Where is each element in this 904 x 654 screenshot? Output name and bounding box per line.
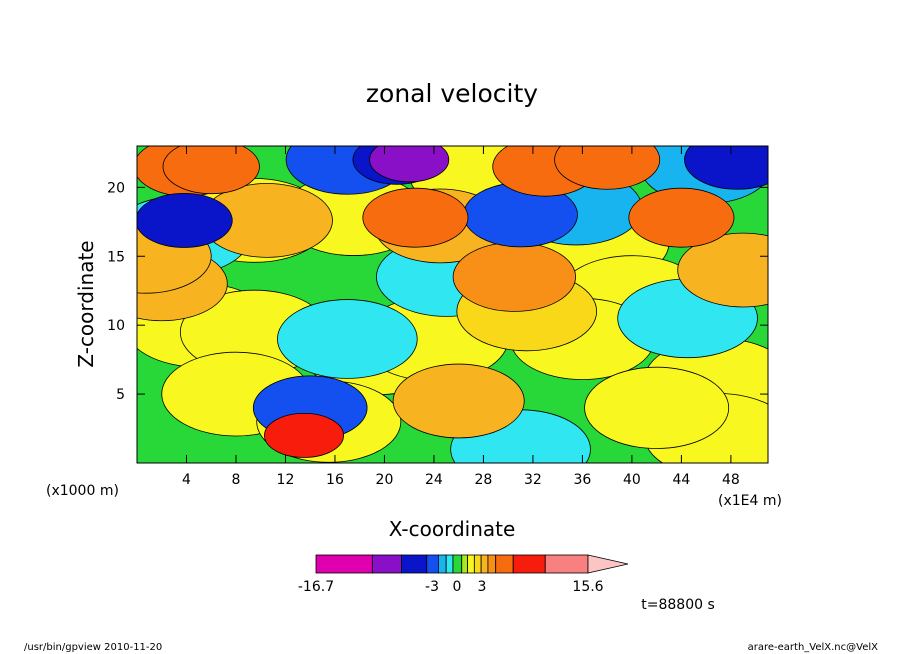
colorbar-bin	[461, 554, 468, 574]
x-tick-label: 16	[326, 472, 344, 488]
x-axis: 4 8 12 16 20 24 28 32 36 40 44 48	[182, 146, 740, 488]
contour-region	[362, 187, 469, 248]
footer-left: /usr/bin/gpview 2010-11-20	[24, 642, 162, 653]
colorbar-bin	[452, 554, 463, 574]
colorbar-mid-label-neg: -3	[425, 579, 439, 595]
y-axis: 5 10 15 20	[107, 180, 768, 403]
time-label: t=88800 s	[641, 597, 715, 613]
x-tick-label: 40	[623, 472, 641, 488]
colorbar-bin	[445, 554, 454, 574]
colorbar-bin	[401, 554, 428, 574]
colorbar-bin	[371, 554, 402, 574]
contour-region	[369, 146, 450, 183]
colorbar-mid-label-zero: 0	[453, 579, 462, 595]
colorbar-extend-arrow	[587, 554, 629, 574]
x-unit-note: (x1E4 m)	[718, 493, 782, 509]
y-tick-label: 20	[107, 180, 125, 196]
colorbar-bin	[480, 554, 489, 574]
contour-region	[684, 146, 768, 190]
chart-title: zonal velocity	[366, 79, 538, 108]
contour-region	[452, 242, 577, 312]
footer-right: arare-earth_VelX.nc@VelX	[748, 642, 879, 653]
colorbar-mid-label-pos: 3	[478, 579, 487, 595]
contour-region	[628, 187, 735, 248]
contour-field	[137, 146, 768, 463]
colorbar-bin	[315, 554, 373, 574]
contour-region	[264, 412, 345, 458]
colorbar-max-label: 15.6	[572, 579, 603, 595]
colorbar-bin	[544, 554, 589, 574]
contour-region	[677, 232, 768, 308]
colorbar	[315, 554, 629, 574]
contour-region	[584, 366, 730, 449]
y-axis-label: Z-coordinate	[74, 240, 98, 367]
x-tick-label: 24	[425, 472, 443, 488]
x-tick-label: 4	[182, 472, 191, 488]
colorbar-min-label: -16.7	[298, 579, 334, 595]
contour-region	[392, 363, 525, 439]
contour-region	[554, 146, 661, 190]
x-tick-label: 28	[475, 472, 493, 488]
y-tick-label: 10	[107, 318, 125, 334]
x-tick-label: 48	[722, 472, 740, 488]
colorbar-bin	[426, 554, 439, 574]
x-tick-label: 44	[672, 472, 690, 488]
x-tick-label: 8	[232, 472, 241, 488]
x-axis-label: X-coordinate	[389, 517, 516, 541]
colorbar-bin	[473, 554, 482, 574]
plot-frame	[136, 145, 769, 464]
x-tick-label: 12	[277, 472, 295, 488]
colorbar-bin	[467, 554, 475, 574]
y-tick-label: 15	[107, 249, 125, 265]
x-tick-label: 36	[573, 472, 591, 488]
colorbar-bin	[437, 554, 447, 574]
y-tick-label: 5	[116, 387, 125, 403]
contour-region	[162, 146, 260, 195]
contour-region	[277, 299, 418, 379]
contour-region	[137, 193, 233, 248]
y-unit-note: (x1000 m)	[46, 483, 119, 499]
colorbar-bin	[495, 554, 514, 574]
colorbar-bin	[487, 554, 497, 574]
x-tick-label: 32	[524, 472, 542, 488]
colorbar-bin	[512, 554, 546, 574]
x-tick-label: 20	[376, 472, 394, 488]
